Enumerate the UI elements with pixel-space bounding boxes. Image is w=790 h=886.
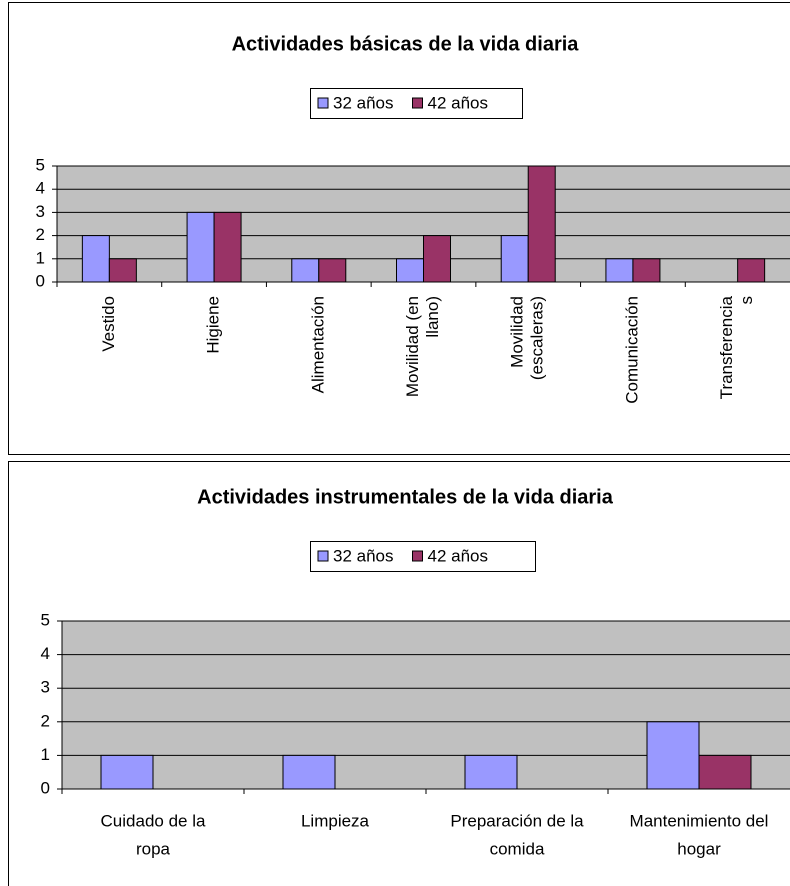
bar <box>500 235 529 283</box>
legend-label: 42 años <box>428 93 489 112</box>
y-tick-label: 2 <box>41 711 50 730</box>
legend-swatch <box>412 550 423 562</box>
x-tick-label: Comunicación <box>622 296 641 404</box>
y-tick-label: 4 <box>41 644 50 663</box>
y-tick-label: 4 <box>36 179 45 198</box>
y-tick-label: 2 <box>36 225 45 244</box>
x-tick-label: s <box>737 296 756 305</box>
bar <box>186 211 215 283</box>
x-tick-label: Preparación de la <box>450 811 584 830</box>
y-tick-label: 1 <box>36 248 45 267</box>
y-tick-label: 5 <box>41 610 50 629</box>
y-tick-label: 3 <box>41 678 50 697</box>
bar <box>213 211 242 283</box>
bar <box>646 721 700 790</box>
y-tick-label: 3 <box>36 202 45 221</box>
chart-title: Actividades instrumentales de la vida di… <box>197 486 614 508</box>
legend-label: 32 años <box>333 93 394 112</box>
y-tick-label: 1 <box>41 745 50 764</box>
bar <box>318 258 347 283</box>
bar <box>464 754 518 790</box>
bar <box>108 258 137 283</box>
bar <box>698 754 752 790</box>
legend-label: 42 años <box>428 546 489 565</box>
bar <box>632 258 661 283</box>
chart-title: Actividades básicas de la vida diaria <box>232 33 580 55</box>
y-tick-label: 0 <box>41 778 50 797</box>
bar <box>527 165 556 283</box>
x-tick-label: Alimentación <box>308 296 327 393</box>
bar <box>291 258 320 283</box>
x-tick-label: Limpieza <box>301 811 370 830</box>
bar <box>81 235 110 283</box>
legend-swatch <box>317 97 329 109</box>
bar <box>396 258 424 283</box>
x-tick-label: Higiene <box>204 296 223 354</box>
x-tick-label: Mantenimiento del <box>630 811 769 830</box>
x-tick-label: ropa <box>136 839 171 858</box>
x-tick-label: Movilidad (en <box>403 296 422 397</box>
x-tick-label: (escaleras) <box>528 296 547 380</box>
x-tick-label: llano) <box>423 296 442 338</box>
bar <box>282 754 336 790</box>
x-tick-label: hogar <box>677 839 721 858</box>
y-tick-label: 0 <box>36 271 45 290</box>
x-tick-label: Transferencia <box>717 295 736 399</box>
x-tick-label: Vestido <box>99 296 118 352</box>
bar <box>737 258 766 283</box>
bar <box>100 754 154 790</box>
x-tick-label: Movilidad <box>508 296 527 368</box>
legend-swatch <box>412 97 423 109</box>
legend-swatch <box>317 550 329 562</box>
bar <box>423 235 451 283</box>
legend-label: 32 años <box>333 546 394 565</box>
x-tick-label: comida <box>490 839 545 858</box>
bar <box>605 258 634 283</box>
y-tick-label: 5 <box>36 155 45 174</box>
x-tick-label: Cuidado de la <box>101 811 206 830</box>
